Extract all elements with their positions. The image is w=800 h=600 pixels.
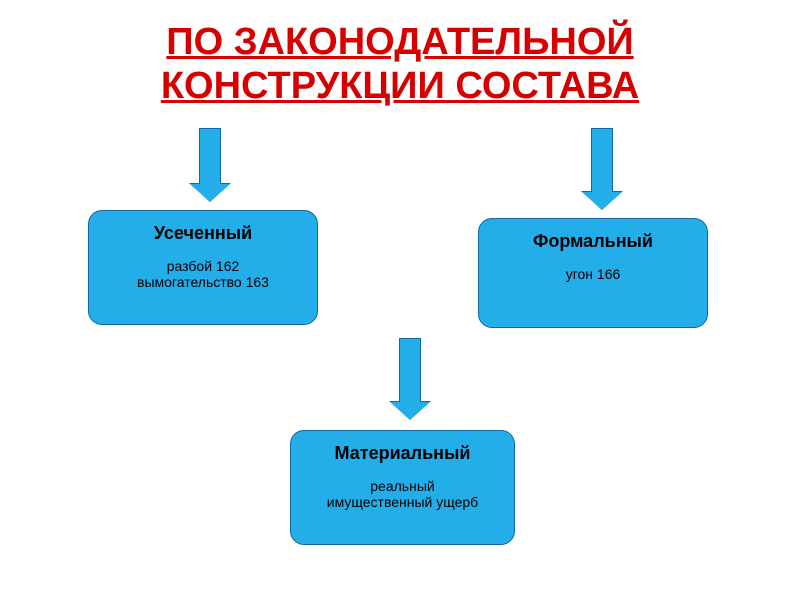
arrow-shaft [591,128,613,192]
arrow-head-icon [582,192,622,210]
node-body-line-2: имущественный ущерб [327,494,478,510]
title-line-1: ПО ЗАКОНОДАТЕЛЬНОЙ [0,20,800,64]
diagram-stage: ПО ЗАКОНОДАТЕЛЬНОЙ КОНСТРУКЦИИ СОСТАВА У… [0,0,800,600]
node-body-line-2: вымогательство 163 [137,274,269,290]
node-body-line-1: реальный [327,478,478,494]
title-line-2: КОНСТРУКЦИИ СОСТАВА [0,64,800,108]
node-heading: Формальный [533,231,653,252]
node-body: угон 166 [566,266,621,282]
arrow-shaft [199,128,221,184]
node-truncated: Усеченный разбой 162 вымогательство 163 [88,210,318,325]
arrow-head-icon [190,184,230,202]
node-body: разбой 162 вымогательство 163 [137,258,269,290]
arrow-shaft [399,338,421,402]
node-body: реальный имущественный ущерб [327,478,478,510]
node-heading: Усеченный [154,223,252,244]
node-heading: Материальный [335,443,471,464]
arrow-head-icon [390,402,430,420]
diagram-title: ПО ЗАКОНОДАТЕЛЬНОЙ КОНСТРУКЦИИ СОСТАВА [0,20,800,108]
arrow-to-formal [582,128,622,210]
node-formal: Формальный угон 166 [478,218,708,328]
node-body-line-1: угон 166 [566,266,621,282]
arrow-to-truncated [190,128,230,202]
arrow-to-material [390,338,430,420]
node-body-line-1: разбой 162 [137,258,269,274]
node-material: Материальный реальный имущественный ущер… [290,430,515,545]
